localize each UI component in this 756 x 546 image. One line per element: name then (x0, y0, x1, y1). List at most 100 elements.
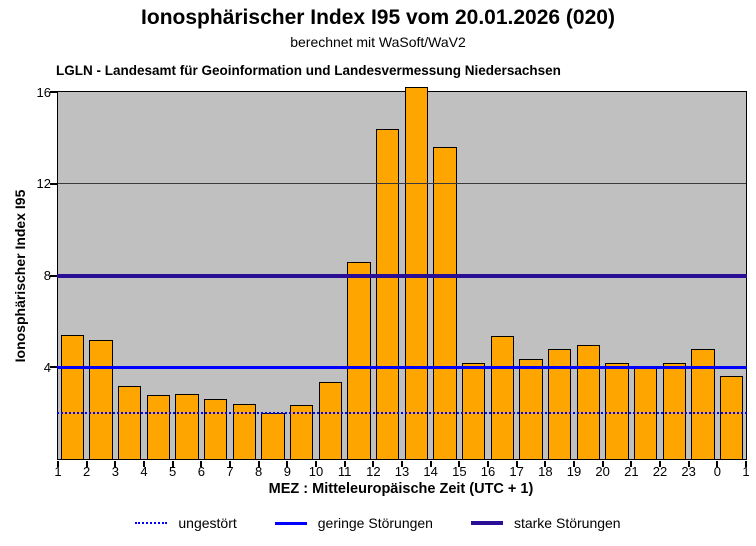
x-tick-label-11: 11 (337, 464, 352, 479)
y-tick-label-8: 8 (43, 268, 51, 283)
bar-hour-9 (289, 405, 314, 459)
x-tick-label-12: 12 (366, 464, 381, 479)
bar-hour-12 (375, 128, 400, 459)
x-tick-16 (515, 460, 518, 467)
bar-hour-18 (547, 348, 572, 459)
x-tick-label-23: 23 (681, 464, 696, 479)
legend-item-label: starke Störungen (513, 515, 621, 531)
x-tick-label-5: 5 (169, 464, 177, 479)
x-tick-8 (286, 460, 289, 467)
legend-item-label: ungestört (178, 515, 237, 531)
legend-line-sample (274, 521, 307, 525)
x-tick-label-15: 15 (452, 464, 467, 479)
y-tick-8 (49, 274, 57, 277)
x-tick-6 (229, 460, 231, 467)
x-tick-label-6: 6 (197, 464, 205, 479)
legend-item: geringe Störungen (274, 515, 433, 531)
x-tick-label-3: 3 (111, 464, 119, 479)
x-tick-12 (401, 460, 403, 467)
y-tick-16 (49, 91, 57, 93)
bar-hour-7 (232, 403, 257, 459)
x-tick-label-16: 16 (480, 464, 496, 479)
bar-hour-16 (490, 336, 515, 459)
x-tick-label-9: 9 (283, 464, 291, 479)
bar-hour-5 (175, 393, 199, 459)
refline-geringe-st-rungen (57, 365, 747, 369)
bar-hour-10 (318, 382, 343, 459)
gridline-y12 (58, 183, 746, 185)
legend-item: starke Störungen (470, 515, 621, 531)
legend: ungestört geringe Störungen starke Störung… (0, 515, 756, 531)
plot-area: Ionosphärischer Index I95 4 8 12 16 1 2 3 4 5 6 7 8… (12, 86, 750, 480)
bar-hour-8 (261, 413, 285, 459)
y-tick-label-12: 12 (36, 176, 51, 192)
legend-item-label: geringe Störungen (317, 515, 433, 531)
bar-hour-2 (89, 339, 113, 459)
legend-line-sample (470, 521, 503, 525)
x-tick-label-20: 20 (595, 464, 610, 479)
bar-hour-23 (691, 348, 715, 459)
x-tick-3 (143, 460, 145, 467)
x-tick-2 (114, 460, 117, 467)
x-tick-9 (315, 460, 317, 467)
x-tick-label-18: 18 (538, 464, 553, 479)
bar-hour-0 (719, 376, 744, 459)
x-tick-label-2: 2 (83, 464, 91, 479)
x-tick-10 (343, 460, 346, 467)
x-tick-24 (745, 460, 747, 467)
plot-heading: LGLN - Landesamt für Geoinformation und … (56, 63, 561, 78)
y-tick-label-16: 16 (36, 84, 51, 100)
x-tick-1 (85, 460, 88, 467)
y-tick-label-4: 4 (43, 359, 51, 375)
x-tick-15 (487, 460, 489, 467)
bar-hour-14 (433, 147, 457, 459)
bar-hour-19 (576, 345, 601, 459)
y-tick-12 (49, 182, 57, 185)
bar-hour-22 (662, 362, 687, 459)
x-tick-18 (573, 460, 575, 467)
x-tick-label-14: 14 (423, 464, 438, 479)
x-tick-5 (200, 460, 203, 467)
x-tick-label-21: 21 (624, 464, 639, 479)
x-tick-0 (57, 460, 59, 467)
bar-hour-4 (146, 394, 171, 459)
bar-hour-6 (203, 399, 228, 459)
x-tick-label-1: 1 (54, 464, 62, 479)
bar-hour-11 (347, 261, 371, 459)
bar-hour-15 (461, 362, 486, 459)
x-tick-7 (257, 460, 260, 467)
legend-item: ungestört (135, 515, 237, 531)
x-tick-11 (372, 460, 375, 467)
x-tick-21 (659, 460, 661, 467)
x-tick-label-4: 4 (140, 464, 148, 479)
legend-line-sample (135, 522, 168, 524)
x-axis-title: MEZ : Mitteleuropäische Zeit (UTC + 1) (268, 481, 534, 497)
chart-title: Ionosphärischer Index I95 vom 20.01.2026… (141, 6, 615, 29)
x-tick-23 (716, 460, 719, 467)
x-tick-label-22: 22 (652, 464, 668, 479)
x-tick-label-7: 7 (226, 464, 234, 479)
chart-subtitle: berechnet mit WaSoft/WaV2 (290, 34, 466, 50)
bar-hour-3 (117, 385, 142, 459)
bar-hour-20 (605, 362, 629, 459)
x-tick-label-17: 17 (509, 464, 524, 479)
x-tick-4 (171, 460, 174, 467)
x-tick-label-8: 8 (255, 464, 263, 479)
x-tick-17 (544, 460, 547, 467)
x-tick-label-13: 13 (394, 464, 410, 479)
x-tick-label-10: 10 (308, 464, 324, 479)
refline-ungest-rt (57, 412, 747, 415)
x-tick-14 (458, 460, 461, 467)
x-tick-13 (429, 460, 432, 467)
x-tick-22 (687, 460, 690, 467)
bar-hour-1 (60, 335, 85, 459)
x-tick-label-0: 0 (713, 464, 721, 479)
x-tick-label-19: 19 (566, 464, 582, 479)
refline-starke-st-rungen (57, 273, 747, 278)
y-tick-4 (49, 366, 57, 369)
bar-hour-17 (519, 359, 543, 459)
x-tick-label-1: 1 (742, 464, 750, 479)
x-tick-20 (630, 460, 633, 467)
x-tick-19 (601, 460, 604, 467)
